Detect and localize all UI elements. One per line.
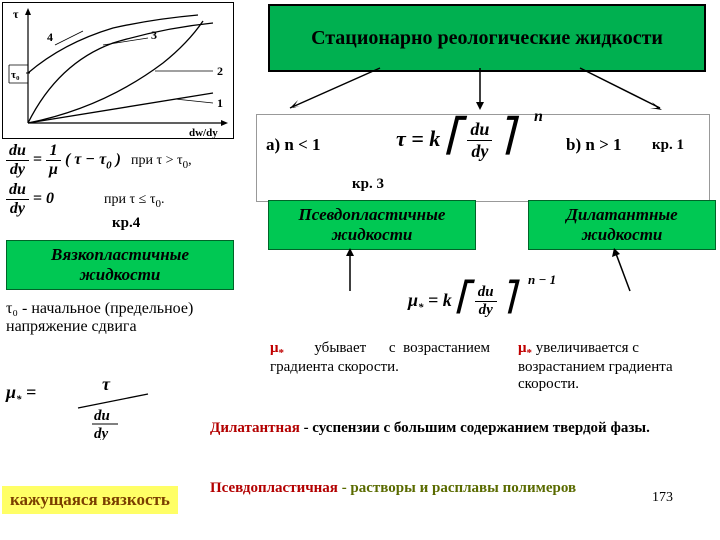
svg-text:3: 3	[151, 28, 157, 42]
mu-star-increases: μ* увеличивается с возрастанием градиент…	[518, 340, 718, 393]
svg-text:2: 2	[217, 64, 223, 78]
tau-eq-k: τ = k	[396, 126, 440, 151]
mu-star-decreases: μ* убывает с возрастанием градиента скор…	[270, 340, 490, 376]
case-a: a) n < 1	[266, 135, 321, 155]
visco-box: Вязкопластичные жидкости	[6, 240, 234, 290]
title-text: Стационарно реологические жидкости	[311, 27, 663, 50]
exp-n: n	[534, 108, 543, 126]
exp-nm1: n − 1	[528, 272, 556, 288]
mu-star-fraction: τ du dy	[70, 370, 160, 440]
tau0-definition: τ₀ - начальное (предельное) напряжение с…	[6, 300, 241, 336]
dilat-box: Дилатантные жидкости	[528, 200, 716, 250]
svg-text:dw/dy: dw/dy	[189, 127, 218, 138]
title-box: Стационарно реологические жидкости	[268, 4, 706, 72]
dy: dy	[467, 141, 492, 162]
visco-label: Вязкопластичные жидкости	[51, 245, 189, 284]
pseudoplastic-definition: Псевдопластичная - растворы и расплавы п…	[210, 480, 640, 497]
viscoplastic-eq: du dy = 1 μ ( τ − τ0 ) при τ > τ0, du dy…	[6, 142, 192, 218]
pseudo-box: Псевдопластичные жидкости	[268, 200, 476, 250]
mu-star-k-formula: μ* = k ⎡ du dy ⎤	[408, 280, 515, 319]
svg-text:1: 1	[217, 96, 223, 110]
svg-text:dy: dy	[94, 426, 109, 440]
pseudo-label: Псевдопластичные жидкости	[299, 205, 446, 244]
du: du	[467, 119, 492, 141]
page-number: 173	[652, 490, 673, 506]
dilat-label: Дилатантные жидкости	[566, 205, 677, 244]
mu-star-definition: μ* =	[6, 382, 36, 406]
svg-text:4: 4	[47, 30, 53, 44]
apparent-viscosity: кажущаяся вязкость	[2, 486, 178, 514]
kr3-label: кр. 3	[348, 175, 388, 194]
case-b: b) n > 1	[566, 135, 622, 155]
svg-text:τ₀: τ₀	[11, 69, 20, 81]
dilatant-definition: Дилатантная - суспензии с большим содерж…	[210, 420, 710, 437]
power-law-formula: τ = k ⎡ du dy ⎤	[396, 116, 514, 162]
svg-text:du: du	[94, 408, 110, 424]
svg-text:τ: τ	[102, 374, 111, 394]
svg-text:τ: τ	[13, 7, 19, 21]
kr1-label: кр. 1	[648, 136, 688, 155]
rheology-graph: 1 2 3 4 τ τ₀ dw/dy	[2, 2, 234, 139]
